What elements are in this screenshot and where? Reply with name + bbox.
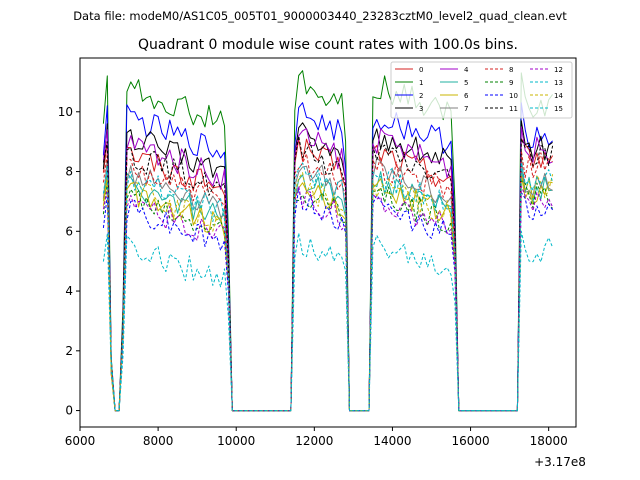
series-line-15: [102, 162, 554, 412]
chart-title: Quadrant 0 module wise count rates with …: [138, 37, 518, 53]
y-tick-label-6: 6: [65, 224, 73, 238]
y-tick-label-8: 8: [65, 165, 73, 179]
y-tick-label-4: 4: [65, 284, 73, 298]
legend-label-2: 2: [419, 92, 423, 100]
legend-label-4: 4: [464, 66, 469, 74]
x-offset-label: +3.17e8: [534, 455, 586, 469]
legend-label-0: 0: [419, 66, 423, 74]
suptitle: Data file: modeM0/AS1C05_005T01_90000034…: [73, 9, 567, 23]
legend-label-11: 11: [509, 105, 518, 113]
legend-label-13: 13: [554, 79, 563, 87]
series-line-12: [102, 185, 554, 412]
x-tick-label-16000: 16000: [451, 434, 489, 448]
legend-label-10: 10: [509, 92, 518, 100]
legend-label-1: 1: [419, 79, 423, 87]
legend-label-14: 14: [554, 92, 563, 100]
legend-label-3: 3: [419, 105, 423, 113]
x-tick-label-18000: 18000: [530, 434, 568, 448]
x-tick-label-6000: 6000: [65, 434, 96, 448]
legend-label-12: 12: [554, 66, 563, 74]
y-tick-label-0: 0: [65, 404, 73, 418]
legend-label-9: 9: [509, 79, 513, 87]
y-axis: 0 2 4 6 8 10: [58, 105, 80, 418]
legend-label-6: 6: [464, 92, 469, 100]
y-tick-label-10: 10: [58, 105, 73, 119]
plot-frame: [79, 57, 577, 428]
legend-box: [390, 61, 573, 119]
series-layer: [102, 70, 554, 412]
legend-label-5: 5: [464, 79, 468, 87]
legend-label-7: 7: [464, 105, 468, 113]
x-tick-label-14000: 14000: [373, 434, 411, 448]
legend-label-15: 15: [554, 105, 563, 113]
x-axis: 6000 8000 10000 12000 14000 16000 18000: [65, 427, 568, 448]
legend-label-8: 8: [509, 66, 513, 74]
y-tick-label-2: 2: [65, 344, 73, 358]
x-tick-label-10000: 10000: [217, 434, 255, 448]
plot-area: [80, 58, 576, 427]
x-tick-label-12000: 12000: [295, 434, 333, 448]
x-tick-label-8000: 8000: [143, 434, 174, 448]
